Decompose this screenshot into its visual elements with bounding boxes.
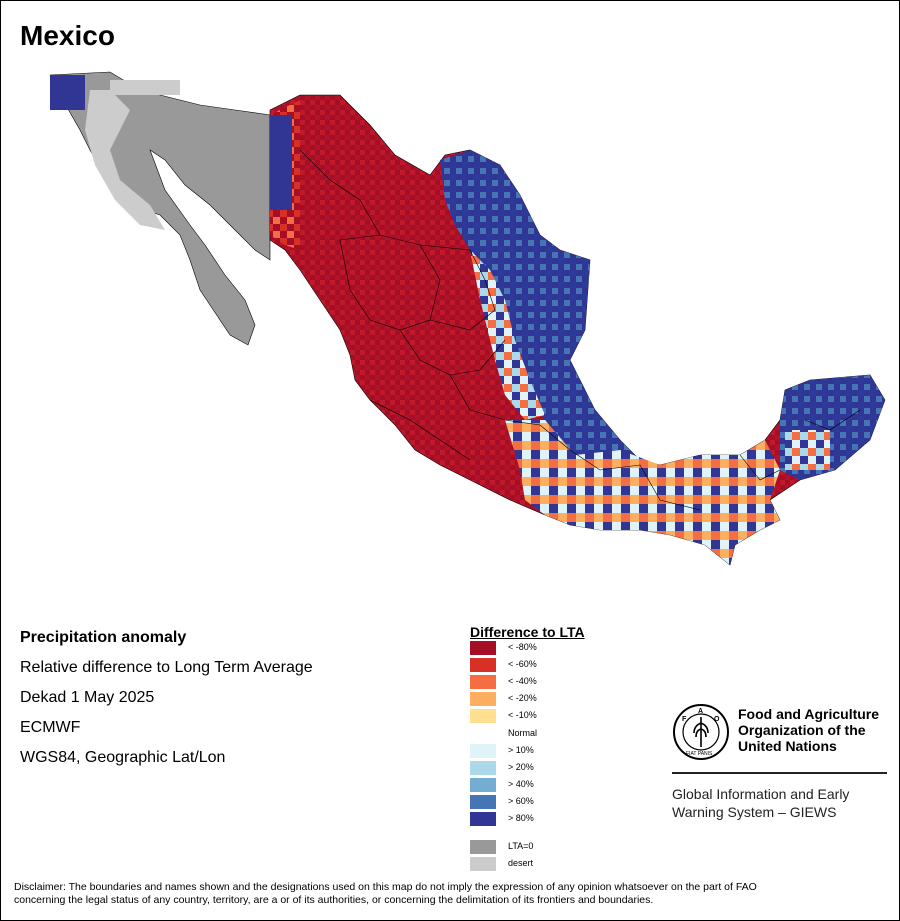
legend-label: < -60% bbox=[508, 659, 537, 669]
precipitation-map bbox=[49, 71, 886, 566]
desert-area bbox=[85, 90, 165, 230]
svg-text:F: F bbox=[682, 716, 687, 723]
legend-label: > 60% bbox=[508, 796, 534, 806]
legend-swatch bbox=[470, 658, 496, 672]
legend-swatch bbox=[470, 857, 496, 871]
legend-item: < -20% bbox=[470, 692, 590, 706]
legend-swatch bbox=[470, 761, 496, 775]
legend-label: > 40% bbox=[508, 779, 534, 789]
south-mixed bbox=[505, 420, 780, 565]
legend-swatch bbox=[470, 778, 496, 792]
legend-item: > 60% bbox=[470, 795, 590, 809]
legend-label: > 80% bbox=[508, 813, 534, 823]
legend-swatch bbox=[470, 812, 496, 826]
legend-label: < -40% bbox=[508, 676, 537, 686]
legend-swatch bbox=[470, 641, 496, 655]
info-line4: WGS84, Geographic Lat/Lon bbox=[20, 749, 226, 766]
state-boundaries bbox=[299, 149, 861, 511]
legend-label: < -20% bbox=[508, 693, 537, 703]
legend-item: > 10% bbox=[470, 744, 590, 758]
disclaimer: Disclaimer: The boundaries and names sho… bbox=[14, 881, 889, 907]
fao-name-line1: Food and Agriculture bbox=[738, 706, 880, 722]
legend-swatch bbox=[470, 692, 496, 706]
map-info: Precipitation anomaly Relative differenc… bbox=[20, 628, 313, 778]
legend-item: < -80% bbox=[470, 641, 590, 655]
legend-swatch bbox=[470, 795, 496, 809]
info-line1: Relative difference to Long Term Average bbox=[20, 659, 313, 676]
legend-item: < -40% bbox=[470, 675, 590, 689]
legend-item: LTA=0 bbox=[470, 840, 590, 854]
legend-swatch bbox=[470, 709, 496, 723]
baja-peninsula bbox=[49, 71, 271, 346]
info-heading: Precipitation anomaly bbox=[20, 629, 187, 646]
legend-item: desert bbox=[470, 857, 590, 871]
transition-zone bbox=[470, 250, 545, 420]
legend-swatch bbox=[470, 840, 496, 854]
fao-divider bbox=[672, 772, 887, 774]
fao-name-line2: Organization of the bbox=[738, 722, 866, 738]
svg-text:O: O bbox=[714, 716, 720, 723]
legend-swatch bbox=[470, 727, 496, 741]
legend-title: Difference to LTA bbox=[470, 624, 585, 640]
legend-item: < -10% bbox=[470, 709, 590, 723]
legend-label: > 10% bbox=[508, 745, 534, 755]
gulf-coast-wet bbox=[440, 150, 640, 470]
map-title: Mexico bbox=[20, 20, 115, 51]
legend-item: Normal bbox=[470, 727, 590, 741]
giews-line2: Warning System – GIEWS bbox=[672, 804, 837, 820]
legend-label: < -80% bbox=[508, 642, 537, 652]
fao-name-line3: United Nations bbox=[738, 738, 837, 754]
legend-item: < -60% bbox=[470, 658, 590, 672]
disclaimer-line1: Disclaimer: The boundaries and names sho… bbox=[14, 881, 757, 893]
legend-item: > 80% bbox=[470, 812, 590, 826]
disclaimer-line2: concerning the legal status of any count… bbox=[14, 894, 654, 906]
info-line3: ECMWF bbox=[20, 719, 81, 736]
legend-item: > 20% bbox=[470, 761, 590, 775]
legend-swatch bbox=[470, 675, 496, 689]
legend-label: desert bbox=[508, 858, 534, 868]
fao-logo-icon: F A O FIAT PANIS bbox=[673, 704, 729, 760]
svg-text:A: A bbox=[698, 708, 703, 715]
info-line2: Dekad 1 May 2025 bbox=[20, 689, 155, 706]
fao-name: Food and Agriculture Organization of the… bbox=[738, 706, 879, 754]
giews-line1: Global Information and Early bbox=[672, 786, 850, 802]
legend-label: > 20% bbox=[508, 762, 534, 772]
legend-label: Normal bbox=[508, 728, 538, 738]
svg-text:FIAT PANIS: FIAT PANIS bbox=[686, 751, 713, 757]
legend-label: LTA=0 bbox=[508, 841, 534, 851]
legend-label: < -10% bbox=[508, 710, 537, 720]
legend-swatch bbox=[470, 744, 496, 758]
legend-item: > 40% bbox=[470, 778, 590, 792]
giews-text: Global Information and Early Warning Sys… bbox=[672, 785, 849, 821]
